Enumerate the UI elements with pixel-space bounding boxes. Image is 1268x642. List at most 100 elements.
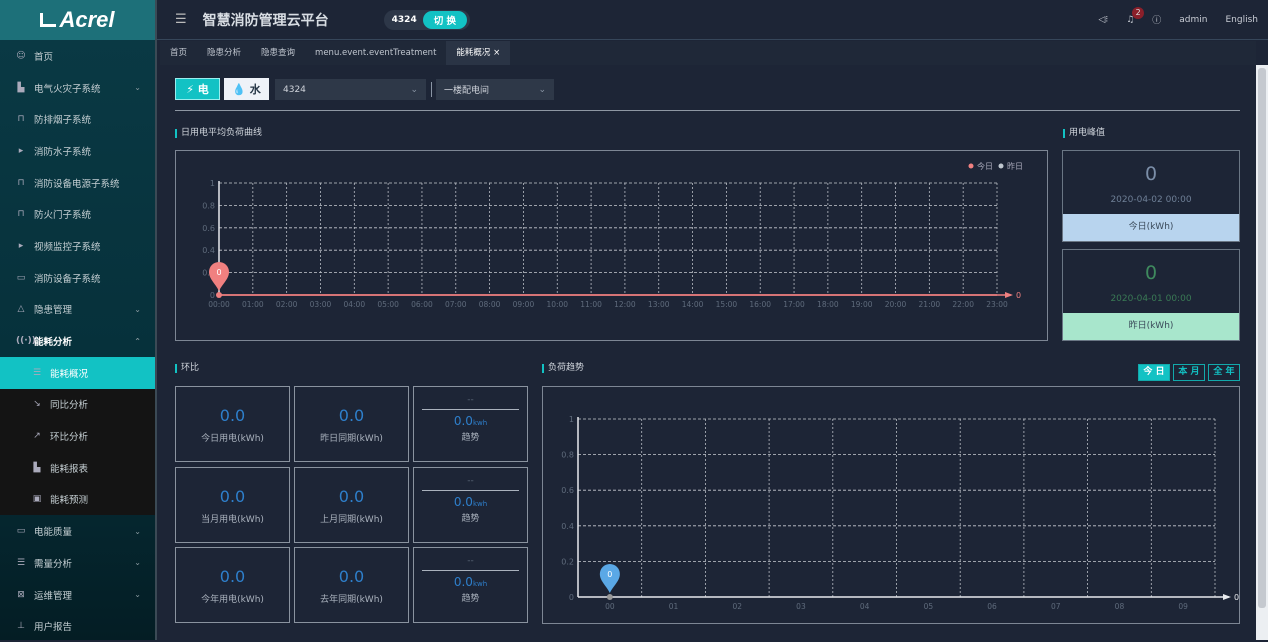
sidebar-item[interactable]: ↘ 同比分析 <box>0 389 155 421</box>
signal-icon: ((·)) <box>16 336 36 347</box>
sidebar-item-label: 隐患管理 <box>34 305 73 317</box>
trend-dash: -- <box>467 395 474 405</box>
x-tick-label: 16:00 <box>749 300 771 309</box>
sidebar-item[interactable]: ▙ 能耗报表 <box>0 452 155 484</box>
sidebar: Acrel ☺ 首页 ▙ 电气火灾子系统 ⌄ ⊓ 防排烟子系统 ▸ 消防水子系统 ⊓ 消防设备电源子… <box>0 0 157 640</box>
x-tick-label: 01:00 <box>242 300 264 309</box>
sidebar-item[interactable]: ((·)) 能耗分析 ⌃ <box>0 325 155 357</box>
sidebar-item[interactable]: ↗ 环比分析 <box>0 420 155 452</box>
sidebar-item-label: 消防设备子系统 <box>34 273 101 285</box>
sidebar-item[interactable]: ⊥ 用户报告 <box>0 610 155 642</box>
tab[interactable]: 能耗概况 × <box>446 41 511 65</box>
user-menu[interactable]: admin <box>1179 14 1208 25</box>
x-tick-label: 12:00 <box>614 300 636 309</box>
project-select[interactable]: 4324 ⌄ <box>275 79 426 100</box>
sidebar-item[interactable]: ▭ 电能质量 ⌄ <box>0 515 155 547</box>
sidebar-item-label: 视频监控子系统 <box>34 241 101 253</box>
room-select[interactable]: 一楼配电间 ⌄ <box>436 79 554 100</box>
trend-divider <box>422 409 519 410</box>
ring-previous-cell: 0.0 上月同期(kWh) <box>294 467 409 543</box>
logo[interactable]: Acrel <box>0 0 155 40</box>
tab[interactable]: menu.event.eventTreatment <box>305 41 446 65</box>
sidebar-item-label: 消防水子系统 <box>34 146 92 158</box>
sidebar-item[interactable]: △ 隐患管理 ⌄ <box>0 294 155 326</box>
arrow-icon <box>1223 594 1231 600</box>
logo-text: Acrel <box>59 7 115 32</box>
switch-button[interactable]: 切 换 <box>422 10 468 29</box>
tab[interactable]: 隐患分析 <box>197 41 251 65</box>
chevron-icon: ⌄ <box>134 526 141 536</box>
range-button[interactable]: 全 年 <box>1208 364 1240 381</box>
x-tick-label: 20:00 <box>885 300 907 309</box>
sidebar-item[interactable]: ⊓ 防排烟子系统 <box>0 103 155 135</box>
x-tick-label: 09:00 <box>513 300 535 309</box>
sidebar-item-label: 电能质量 <box>34 527 73 539</box>
language-switch[interactable]: English <box>1225 14 1259 25</box>
x-tick-label: 22:00 <box>952 300 974 309</box>
data-point <box>216 292 222 298</box>
electric-label: 电 <box>197 83 209 96</box>
range-button[interactable]: 今 日 <box>1138 364 1170 381</box>
sidebar-item[interactable]: ⊓ 消防设备电源子系统 <box>0 167 155 199</box>
trend-unit: kwh <box>472 580 488 588</box>
help-icon[interactable]: ⓘ <box>1152 16 1162 26</box>
tab-bar: 首页 隐患分析 隐患查询 menu.event.eventTreatment 能耗概况 … <box>160 41 1256 65</box>
bell-icon[interactable]: ♫ 2 <box>1126 6 1145 25</box>
daily-chart-panel: 0 0.2 0.4 0.6 0.8 1 00:00 01:00 02:00 03:00 04:00 0… <box>175 150 1048 341</box>
scrollbar-thumb[interactable] <box>1258 68 1266 608</box>
peak-yesterday-value: 0 <box>1144 262 1158 284</box>
x-tick-label: 23:00 <box>986 300 1008 309</box>
range-button[interactable]: 本 月 <box>1173 364 1205 381</box>
close-icon[interactable]: × <box>493 48 501 58</box>
sidebar-item[interactable]: ⊠ 运维管理 ⌄ <box>0 579 155 611</box>
legend-today: 今日 <box>977 161 993 171</box>
sidebar-item[interactable]: ⊓ 防火门子系统 <box>0 198 155 230</box>
trend-divider <box>422 570 519 571</box>
trend-down-icon: ↘ <box>33 399 41 410</box>
sidebar-item[interactable]: ▭ 消防设备子系统 <box>0 262 155 294</box>
electric-button[interactable]: ⚡ 电 <box>175 78 220 100</box>
sidebar-item-label: 防排烟子系统 <box>34 115 92 127</box>
previous-value: 0.0 <box>338 487 365 506</box>
previous-label: 上月同期(kWh) <box>320 515 383 525</box>
ring-trend-cell: -- 0.0kwh 趋势 <box>413 547 528 623</box>
sidebar-item[interactable]: ☺ 首页 <box>0 40 155 72</box>
scrollbar[interactable] <box>1256 65 1268 640</box>
trend-label: 趋势 <box>461 433 480 443</box>
load-title: 负荷趋势 <box>542 364 584 373</box>
sidebar-item[interactable]: ▣ 能耗预测 <box>0 484 155 516</box>
sidebar-item[interactable]: ▸ 视频监控子系统 <box>0 230 155 262</box>
menu-toggle-icon[interactable]: ☰ <box>175 12 187 27</box>
user-report-icon: ⊥ <box>17 621 25 632</box>
tab[interactable]: 隐患查询 <box>251 41 305 65</box>
y-tick-label: 0.2 <box>561 557 574 566</box>
lock-icon: ⊓ <box>17 177 25 188</box>
speaker-icon[interactable]: ◁⁝ <box>1098 14 1109 25</box>
sidebar-item[interactable]: ▙ 电气火灾子系统 ⌄ <box>0 72 155 104</box>
previous-label: 昨日同期(kWh) <box>320 434 383 444</box>
trend-value: 0.0 <box>453 414 473 428</box>
sidebar-item[interactable]: ☰ 需量分析 ⌄ <box>0 547 155 579</box>
sidebar-item[interactable]: ☰ 能耗概况 <box>0 356 155 389</box>
sidebar-item-label: 能耗预测 <box>50 495 89 507</box>
x-tick-label: 00:00 <box>208 300 230 309</box>
tab-label: 能耗概况 <box>456 48 491 58</box>
y-tick-label: 0.6 <box>202 224 215 233</box>
trend-unit: kwh <box>472 500 488 508</box>
trend-dash: -- <box>467 556 474 566</box>
water-button[interactable]: 💧 水 <box>224 78 269 100</box>
lock-icon: ⊓ <box>17 114 25 125</box>
sidebar-item[interactable]: ▸ 消防水子系统 <box>0 135 155 167</box>
sidebar-item-label: 能耗报表 <box>50 463 89 475</box>
data-point <box>606 594 613 600</box>
trend-label: 趋势 <box>461 594 480 604</box>
ring-previous-cell: 0.0 昨日同期(kWh) <box>294 386 409 462</box>
tab[interactable]: 首页 <box>160 41 197 65</box>
current-label: 当月用电(kWh) <box>201 515 264 525</box>
chevron-down-icon: ⌄ <box>410 84 418 95</box>
x-tick-label: 07 <box>1051 602 1061 611</box>
trend-dash: -- <box>467 476 474 486</box>
trend-value: 0.0 <box>453 575 473 589</box>
header: ☰ 智慧消防管理云平台 4324 切 换 ◁⁝ ♫ 2 ⓘ admin Englis… <box>157 0 1268 40</box>
ring-title: 环比 <box>175 364 199 373</box>
